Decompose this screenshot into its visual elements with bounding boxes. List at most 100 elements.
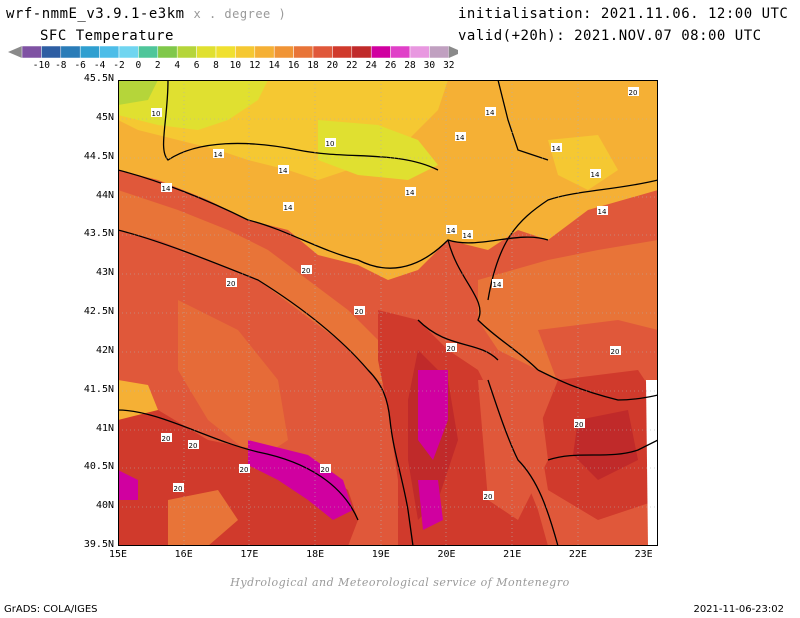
- contour-value-label: 14: [161, 183, 172, 193]
- longitude-label: 20E: [437, 549, 456, 560]
- colorbar-tick-label: 4: [174, 60, 181, 71]
- longitude-label: 18E: [306, 549, 325, 560]
- svg-text:20: 20: [174, 485, 183, 493]
- model-name: wrf-nmmE_v3.9.1-e3km: [6, 6, 185, 22]
- contour-value-label: 20: [354, 306, 365, 316]
- contour-value-label: 20: [483, 491, 494, 501]
- longitude-label: 16E: [174, 549, 193, 560]
- svg-text:14: 14: [162, 185, 171, 193]
- colorbar-swatch: [351, 46, 372, 59]
- colorbar-tick-label: 2: [154, 60, 161, 71]
- contour-value-label: 20: [320, 464, 331, 474]
- svg-text:14: 14: [493, 281, 502, 289]
- svg-text:20: 20: [611, 348, 620, 356]
- colorbar-legend: [8, 46, 458, 59]
- colorbar-swatch: [409, 46, 430, 59]
- colorbar-swatch: [138, 46, 159, 59]
- colorbar-swatch: [390, 46, 411, 59]
- svg-text:14: 14: [214, 151, 223, 159]
- colorbar-tick-label: 8: [213, 60, 219, 71]
- svg-text:20: 20: [321, 466, 330, 474]
- colorbar-tick-label: 10: [229, 60, 242, 71]
- contour-value-label: 20: [628, 87, 639, 97]
- colorbar-labels: -10 -8 -6 -4 -2 0 2 4 6 8 10 12 14 16 18 20 22 24 26 28 30 32: [0, 60, 460, 74]
- svg-text:14: 14: [552, 145, 561, 153]
- valid-time: valid(+20h): 2021.NOV.07 08:00 UTC: [458, 28, 762, 44]
- colorbar-swatch: [215, 46, 236, 59]
- borders: [118, 80, 658, 546]
- init-time: initialisation: 2021.11.06. 12:00 UTC: [458, 6, 789, 22]
- land-cool-patch: [318, 120, 438, 180]
- contour-value-label: 20: [446, 343, 457, 353]
- colorbar-tick-label: -10: [32, 60, 50, 71]
- colorbar-tick-label: 6: [193, 60, 200, 71]
- colorbar-swatch: [332, 46, 353, 59]
- colorbar-swatch: [429, 46, 450, 59]
- grads-label: GrADS: COLA/IGES: [4, 604, 98, 615]
- colorbar-swatch: [254, 46, 275, 59]
- map-frame: [118, 80, 658, 546]
- colorbar-swatch: [60, 46, 81, 59]
- colorbar-swatch: [235, 46, 256, 59]
- colorbar-tick-label: 0: [135, 60, 142, 71]
- colorbar-swatch: [176, 46, 197, 59]
- colorbar-swatch: [41, 46, 62, 59]
- latitude-label: 40.5N: [83, 461, 114, 473]
- colorbar-tick-label: 22: [346, 60, 358, 71]
- colorbar-tick-label: 28: [404, 60, 416, 71]
- contour-value-label: 20: [226, 278, 237, 288]
- colorbar-swatch: [196, 46, 217, 59]
- southeast-core: [573, 410, 638, 480]
- contour-value-label: 14: [551, 143, 562, 153]
- colorbar-tick-label: 18: [307, 60, 319, 71]
- contour-value-label: 20: [239, 464, 250, 474]
- contour-value-label: 20: [301, 265, 312, 275]
- svg-text:14: 14: [447, 227, 456, 235]
- unit-label: x . degree ): [193, 7, 287, 21]
- contour-value-label: 14: [405, 187, 416, 197]
- colorbar-tick-label: 20: [326, 60, 339, 71]
- svg-text:14: 14: [591, 171, 600, 179]
- svg-text:14: 14: [284, 204, 293, 212]
- svg-text:20: 20: [227, 280, 236, 288]
- land-cool-area: [118, 80, 268, 130]
- colorbar-swatch: [273, 46, 294, 59]
- colorbar-tick-label: 12: [249, 60, 261, 71]
- contour-value-label: 20: [173, 483, 184, 493]
- latitude-label: 40N: [95, 500, 114, 512]
- svg-text:14: 14: [456, 134, 465, 142]
- contour-value-label: 14: [462, 230, 473, 240]
- colorbar-right-arrow: [448, 46, 458, 58]
- svg-text:20: 20: [629, 89, 638, 97]
- contour-value-label: 10: [151, 108, 162, 118]
- italy-magenta-area: [248, 440, 353, 520]
- contour-value-label: 14: [485, 107, 496, 117]
- map-canvas: 10 10 14 14 14 14 14 14 14 14 14 14 14 14 14 20 20 20 20 20…: [118, 80, 658, 546]
- italy-west-magenta: [118, 470, 138, 500]
- contour-value-label: 20: [574, 419, 585, 429]
- contour-value-label: 20: [188, 440, 199, 450]
- calabria-patch: [168, 490, 238, 546]
- colorbar-left-arrow: [8, 46, 22, 58]
- colorbar-swatch: [79, 46, 100, 59]
- latitude-label: 43.5N: [83, 228, 114, 240]
- no-data-strip: [646, 380, 658, 546]
- sea-warm-tongue: [178, 300, 288, 460]
- latitude-label: 45.5N: [83, 73, 114, 84]
- svg-text:10: 10: [152, 110, 161, 118]
- latitude-label: 45N: [95, 111, 114, 123]
- contour-value-label: 20: [161, 433, 172, 443]
- magenta-hotspot: [418, 370, 448, 460]
- contour-value-label: 20: [610, 346, 621, 356]
- colorbar-swatch: [312, 46, 333, 59]
- contour-value-label: 10: [325, 138, 336, 148]
- colorbar-swatch: [157, 46, 178, 59]
- contour-value-label: 14: [446, 225, 457, 235]
- colorbar-tick-label: -4: [93, 60, 106, 71]
- latitude-label: 42.5N: [83, 306, 114, 317]
- coastal-band: [118, 190, 418, 410]
- contour-value-label: 14: [213, 149, 224, 159]
- svg-text:14: 14: [486, 109, 495, 117]
- svg-text:14: 14: [598, 208, 607, 216]
- contour-value-label: 14: [278, 165, 289, 175]
